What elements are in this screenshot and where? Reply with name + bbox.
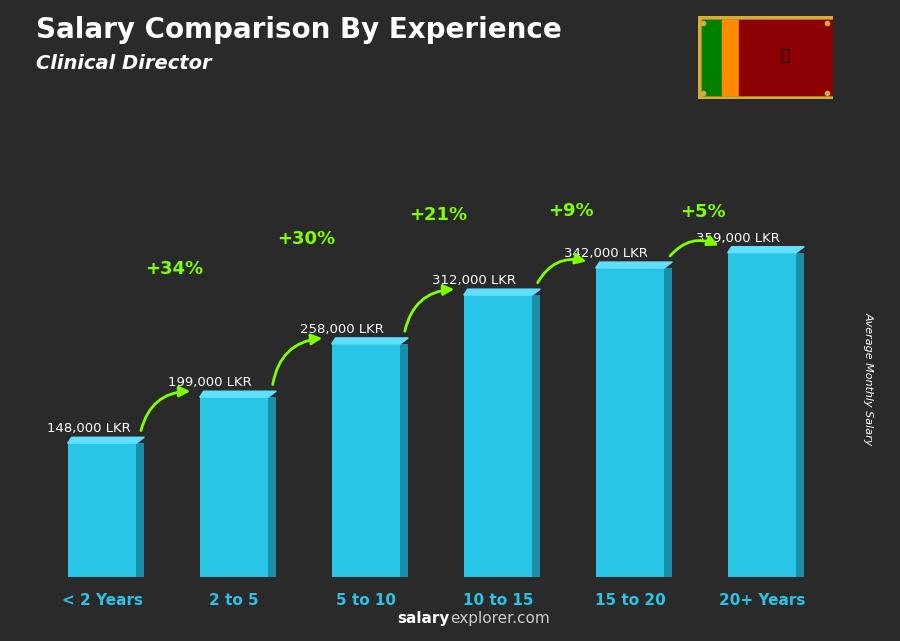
Bar (796, 253, 805, 577)
Text: +34%: +34% (146, 260, 203, 278)
Bar (136, 443, 144, 577)
Polygon shape (596, 262, 672, 268)
Bar (200, 397, 268, 577)
Polygon shape (464, 289, 540, 295)
Polygon shape (332, 338, 409, 344)
Bar (740, 20, 832, 95)
Text: Average Monthly Salary: Average Monthly Salary (863, 312, 874, 445)
Text: 199,000 LKR: 199,000 LKR (168, 376, 252, 389)
Text: +30%: +30% (277, 231, 336, 249)
Text: salary: salary (398, 611, 450, 626)
Polygon shape (728, 247, 805, 253)
Text: Salary Comparison By Experience: Salary Comparison By Experience (36, 16, 562, 44)
Bar (332, 344, 400, 577)
Bar (68, 443, 136, 577)
Text: 312,000 LKR: 312,000 LKR (432, 274, 516, 287)
Bar (268, 397, 276, 577)
Bar (728, 253, 796, 577)
Bar (596, 268, 664, 577)
Text: Clinical Director: Clinical Director (36, 54, 211, 74)
Text: +21%: +21% (410, 206, 468, 224)
Polygon shape (68, 437, 144, 443)
Text: +5%: +5% (680, 203, 725, 221)
Bar (664, 268, 672, 577)
Polygon shape (200, 391, 276, 397)
Bar (532, 295, 540, 577)
Bar (722, 20, 739, 95)
Text: +9%: +9% (548, 203, 593, 221)
Bar (464, 295, 532, 577)
Text: explorer.com: explorer.com (450, 611, 550, 626)
Text: 🦁: 🦁 (780, 49, 790, 63)
Text: 258,000 LKR: 258,000 LKR (300, 323, 384, 336)
Text: 342,000 LKR: 342,000 LKR (564, 247, 648, 260)
Bar (400, 344, 409, 577)
Text: 359,000 LKR: 359,000 LKR (696, 231, 780, 245)
Bar (702, 20, 722, 95)
Text: 148,000 LKR: 148,000 LKR (47, 422, 130, 435)
